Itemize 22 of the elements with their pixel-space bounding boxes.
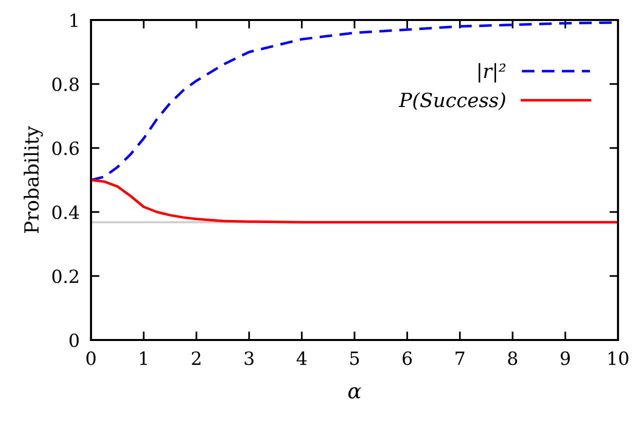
x-tick-label: 1 [140,351,147,365]
y-tick-label: 0 [70,333,79,348]
legend-label: P(Success) [398,92,506,110]
x-tick-label: 8 [508,351,518,366]
x-tick-label: 3 [244,351,254,366]
line-series [91,178,618,224]
x-tick-label: 2 [192,351,200,365]
x-tick-label: 6 [402,351,412,366]
x-tick-label: 10 [608,351,628,366]
y-axis-title: Probability [24,126,43,233]
x-tick-label: 7 [456,352,464,365]
x-tick-label: 0 [86,351,96,366]
y-tick-label: 0.6 [52,141,79,156]
x-tick-label: 5 [350,352,359,366]
x-axis-title: α [348,387,362,399]
legend-label: |r|² [478,63,506,83]
x-tick-label: 9 [560,351,570,366]
y-tick-label: 1 [70,13,78,27]
y-tick-label: 0.8 [52,77,79,92]
y-tick-label: 0.2 [52,269,78,284]
y-tick-label: 0.4 [52,205,79,220]
x-tick-label: 4 [296,351,307,365]
